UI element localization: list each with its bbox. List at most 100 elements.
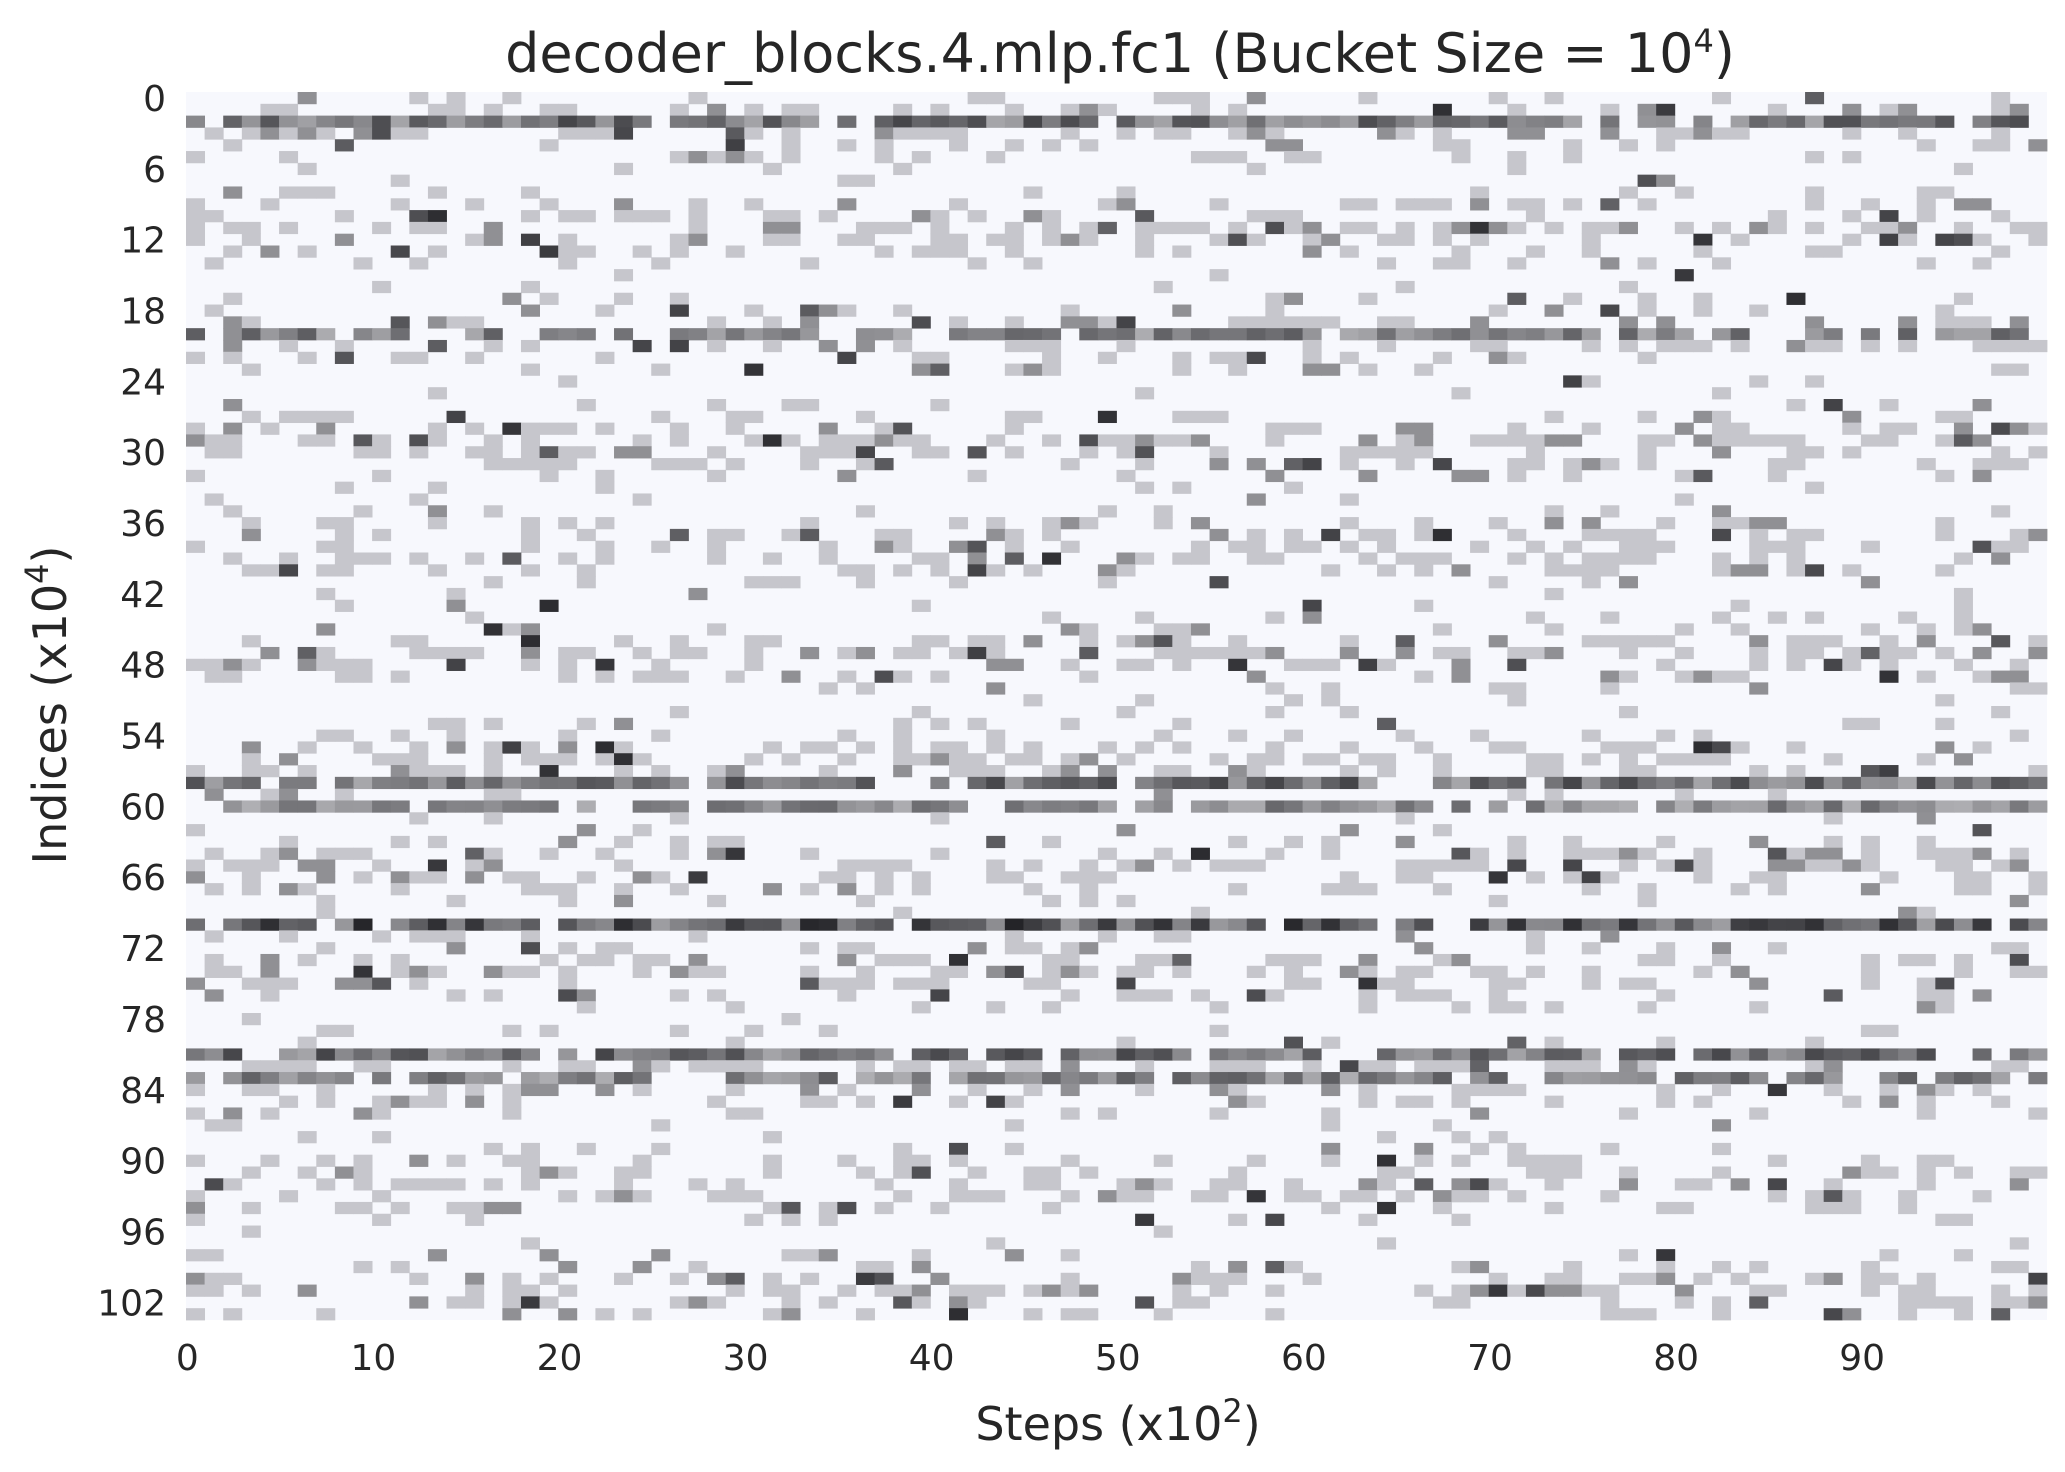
heatmap-cell — [1246, 540, 1266, 553]
heatmap-cell — [893, 564, 913, 577]
heatmap-cell — [651, 670, 671, 683]
heatmap-cell — [874, 883, 894, 896]
heatmap-cell — [1060, 115, 1080, 128]
heatmap-cell — [1953, 316, 1973, 329]
heatmap-cell — [483, 1142, 503, 1156]
heatmap-cell — [1786, 1072, 1806, 1085]
heatmap-cell — [1581, 375, 1601, 388]
heatmap-cell — [1377, 564, 1397, 577]
heatmap-cell — [1209, 753, 1229, 766]
heatmap-cell — [502, 1154, 522, 1167]
heatmap-cell — [1358, 92, 1378, 105]
heatmap-cell — [1302, 339, 1322, 353]
heatmap-cell — [1209, 151, 1229, 164]
heatmap-cell — [781, 1213, 801, 1226]
heatmap-cell — [893, 1142, 913, 1156]
heatmap-cell — [1916, 906, 1936, 919]
heatmap-cell — [1581, 942, 1601, 955]
heatmap-cell — [930, 363, 950, 376]
heatmap-cell — [465, 1296, 485, 1309]
heatmap-cell — [762, 800, 782, 813]
heatmap-cell — [1042, 210, 1062, 223]
heatmap-cell — [279, 1060, 299, 1073]
heatmap-cell — [1395, 1166, 1415, 1179]
heatmap-cell — [1023, 694, 1043, 707]
heatmap-cell — [1116, 965, 1136, 978]
heatmap-cell — [1042, 1178, 1062, 1191]
heatmap-cell — [372, 930, 392, 943]
heatmap-cell — [241, 564, 261, 577]
heatmap-cell — [614, 918, 634, 931]
heatmap-cell — [669, 103, 689, 117]
heatmap-cell — [502, 1083, 522, 1097]
heatmap-cell — [949, 646, 969, 660]
heatmap-cell — [1339, 221, 1359, 235]
heatmap-cell — [800, 1083, 820, 1097]
heatmap-cell — [1190, 115, 1210, 128]
heatmap-cell — [800, 103, 820, 117]
heatmap-cell — [204, 1249, 224, 1262]
heatmap-cell — [837, 1154, 857, 1167]
heatmap-cell — [1953, 1072, 1973, 1085]
heatmap-cell — [204, 1284, 224, 1297]
heatmap-cell — [855, 646, 875, 660]
heatmap-cell — [1470, 434, 1490, 447]
heatmap-cell — [1283, 918, 1303, 931]
heatmap-cell — [334, 210, 354, 223]
heatmap-cell — [1079, 646, 1099, 660]
heatmap-cell — [1991, 103, 2011, 117]
heatmap-cell — [1842, 646, 1862, 660]
heatmap-cell — [651, 658, 671, 671]
heatmap-cell — [1283, 1260, 1303, 1274]
heatmap-cell — [1674, 186, 1694, 199]
heatmap-cell — [1283, 729, 1303, 742]
heatmap-cell — [483, 989, 503, 1002]
heatmap-cell — [1042, 363, 1062, 376]
heatmap-cell — [1116, 198, 1136, 211]
heatmap-cell — [837, 753, 857, 766]
heatmap-cell — [1767, 871, 1787, 884]
heatmap-cell — [186, 221, 206, 235]
heatmap-cell — [539, 753, 559, 766]
heatmap-cell — [1674, 800, 1694, 813]
heatmap-cell — [688, 210, 708, 223]
heatmap-cell — [1972, 918, 1992, 931]
heatmap-cell — [186, 1083, 206, 1097]
heatmap-cell — [520, 186, 540, 199]
heatmap-cell — [1283, 422, 1303, 435]
heatmap-cell — [1823, 800, 1843, 813]
heatmap-cell — [855, 564, 875, 577]
heatmap-cell — [1842, 151, 1862, 164]
heatmap-cell — [1321, 1107, 1341, 1120]
heatmap-cell — [986, 859, 1006, 872]
heatmap-cell — [595, 517, 615, 530]
heatmap-cell — [1991, 1296, 2011, 1309]
heatmap-cell — [1153, 729, 1173, 742]
heatmap-cell — [1581, 883, 1601, 896]
heatmap-cell — [1302, 918, 1322, 931]
heatmap-cell — [669, 422, 689, 435]
heatmap-cell — [1972, 623, 1992, 636]
heatmap-cell — [1414, 434, 1434, 447]
heatmap-cell — [1302, 221, 1322, 235]
heatmap-cell — [1097, 564, 1117, 577]
heatmap-cell — [446, 646, 466, 660]
heatmap-cell — [1153, 115, 1173, 128]
heatmap-cell — [1507, 776, 1527, 790]
heatmap-cell — [1414, 552, 1434, 565]
heatmap-cell — [1544, 552, 1564, 565]
heatmap-cell — [1525, 942, 1545, 955]
y-tick-label: 90 — [120, 1142, 166, 1183]
heatmap-cell — [409, 965, 429, 978]
heatmap-cell — [1395, 446, 1415, 459]
heatmap-cell — [1470, 1142, 1490, 1156]
heatmap-cell — [1618, 918, 1638, 931]
heatmap-cell — [279, 835, 299, 849]
heatmap-cell — [1116, 339, 1136, 353]
heatmap-cell — [1209, 458, 1229, 471]
heatmap-cell — [762, 635, 782, 648]
heatmap-cell — [614, 1048, 634, 1061]
heatmap-cell — [558, 458, 578, 471]
heatmap-cell — [353, 847, 373, 860]
